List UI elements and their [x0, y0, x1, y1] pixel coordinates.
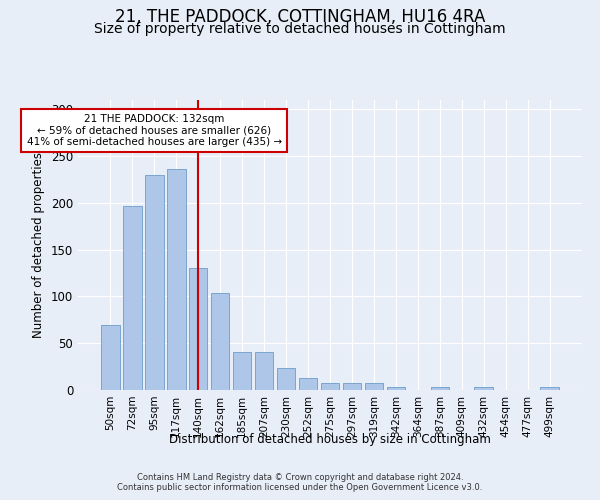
Bar: [475, 387, 493, 390]
Bar: [233, 352, 251, 390]
Bar: [123, 206, 142, 390]
Bar: [431, 387, 449, 390]
Bar: [299, 378, 317, 390]
Bar: [343, 382, 361, 390]
Text: 21, THE PADDOCK, COTTINGHAM, HU16 4RA: 21, THE PADDOCK, COTTINGHAM, HU16 4RA: [115, 8, 485, 26]
Bar: [365, 382, 383, 390]
Y-axis label: Number of detached properties: Number of detached properties: [32, 152, 46, 338]
Bar: [277, 368, 295, 390]
Bar: [101, 324, 119, 390]
Text: Contains HM Land Registry data © Crown copyright and database right 2024.
Contai: Contains HM Land Registry data © Crown c…: [118, 473, 482, 492]
Bar: [386, 387, 405, 390]
Bar: [167, 169, 185, 390]
Bar: [541, 387, 559, 390]
Text: Distribution of detached houses by size in Cottingham: Distribution of detached houses by size …: [169, 432, 491, 446]
Text: Size of property relative to detached houses in Cottingham: Size of property relative to detached ho…: [94, 22, 506, 36]
Bar: [320, 382, 340, 390]
Bar: [255, 352, 274, 390]
Bar: [145, 175, 164, 390]
Text: 21 THE PADDOCK: 132sqm
← 59% of detached houses are smaller (626)
41% of semi-de: 21 THE PADDOCK: 132sqm ← 59% of detached…: [26, 114, 282, 147]
Bar: [189, 268, 208, 390]
Bar: [211, 292, 229, 390]
